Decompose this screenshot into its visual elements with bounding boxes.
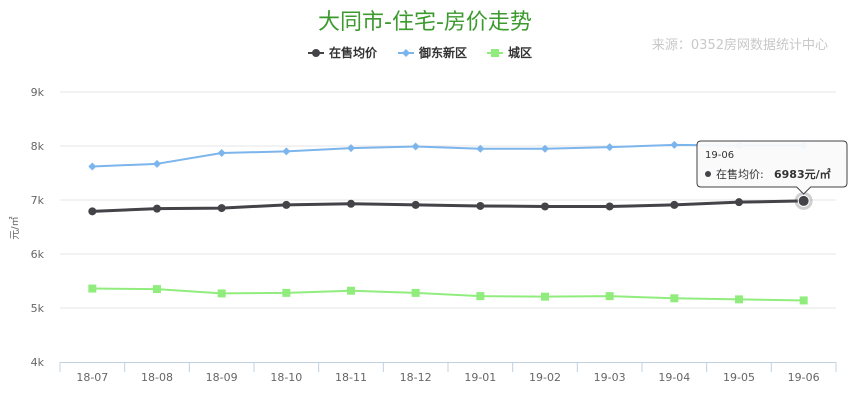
tooltip-label: 在售均价:	[716, 167, 764, 181]
legend: 在售均价 御东新区 城区	[308, 45, 532, 60]
data-point	[670, 200, 679, 209]
tooltip-symbol	[705, 171, 711, 177]
hover-point	[797, 194, 810, 207]
series-line	[92, 199, 804, 213]
data-point	[411, 142, 420, 151]
y-tick-label: 6k	[31, 248, 45, 261]
legend-symbol	[491, 49, 499, 57]
data-point	[347, 144, 355, 153]
data-point	[605, 143, 614, 152]
data-point	[605, 292, 614, 301]
x-tick-label: 18-09	[206, 371, 238, 384]
data-point	[217, 149, 226, 158]
y-tick-label: 9k	[31, 86, 45, 99]
data-point	[541, 144, 549, 153]
legend-symbol	[402, 49, 410, 57]
series-layer	[88, 140, 813, 305]
data-point	[411, 288, 420, 297]
data-point	[799, 296, 808, 305]
data-point	[282, 147, 291, 156]
legend-label: 御东新区	[418, 45, 467, 60]
x-tick-label: 19-01	[464, 371, 496, 384]
data-point	[153, 204, 161, 213]
tooltip-value: 6983元/㎡	[774, 167, 831, 181]
x-tick-label: 19-02	[529, 371, 561, 384]
x-tick-label: 18-12	[400, 371, 432, 384]
data-point	[735, 198, 743, 207]
legend-symbol	[312, 49, 320, 57]
y-tick-label: 4k	[31, 356, 45, 369]
data-point	[670, 140, 679, 149]
data-point	[217, 289, 226, 298]
data-point	[541, 292, 549, 301]
data-point	[605, 202, 614, 211]
series-line	[92, 287, 804, 302]
x-tick-label: 18-10	[270, 371, 302, 384]
data-point	[88, 284, 97, 293]
tooltip: 19-06 在售均价: 6983元/㎡	[696, 140, 848, 195]
data-point	[347, 286, 355, 295]
y-axis-label: 元/㎡	[9, 216, 21, 239]
data-point	[347, 199, 355, 208]
source-note: 来源：0352房网数据统计中心	[652, 37, 828, 53]
x-tick-label: 18-11	[335, 371, 367, 384]
y-axis: 4k 5k 6k 7k 8k 9k	[31, 86, 45, 369]
data-point	[88, 207, 97, 216]
data-point	[153, 159, 161, 168]
data-point	[153, 285, 161, 294]
x-tick-label: 19-06	[788, 371, 820, 384]
data-point	[476, 292, 485, 301]
chart-title: 大同市-住宅-房价走势	[318, 10, 532, 35]
tooltip-category: 19-06	[705, 150, 734, 161]
grid	[60, 91, 836, 309]
legend-label: 在售均价	[329, 45, 378, 60]
x-tick-label: 19-04	[658, 371, 690, 384]
data-point	[476, 144, 485, 153]
data-point	[282, 288, 291, 297]
data-point	[541, 202, 549, 211]
x-tick-label: 18-07	[76, 371, 108, 384]
data-point	[411, 200, 420, 209]
series-3	[88, 284, 808, 305]
y-tick-label: 8k	[31, 140, 45, 153]
data-point	[282, 200, 291, 209]
data-point	[88, 162, 97, 171]
data-point	[476, 201, 485, 210]
y-tick-label: 7k	[31, 194, 45, 207]
data-point	[735, 295, 743, 304]
series-1	[88, 196, 808, 216]
tooltip-box	[696, 140, 848, 195]
x-tick-label: 19-03	[594, 371, 626, 384]
data-point	[217, 204, 226, 213]
data-point	[670, 294, 679, 303]
x-tick-label: 18-08	[141, 371, 173, 384]
series-line	[92, 143, 804, 168]
legend-label: 城区	[508, 45, 532, 60]
x-axis: 18-07 18-08 18-09 18-10 18-11 18-12 19-01 19-02…	[59, 362, 837, 384]
y-tick-label: 5k	[31, 302, 45, 315]
x-tick-label: 19-05	[723, 371, 755, 384]
